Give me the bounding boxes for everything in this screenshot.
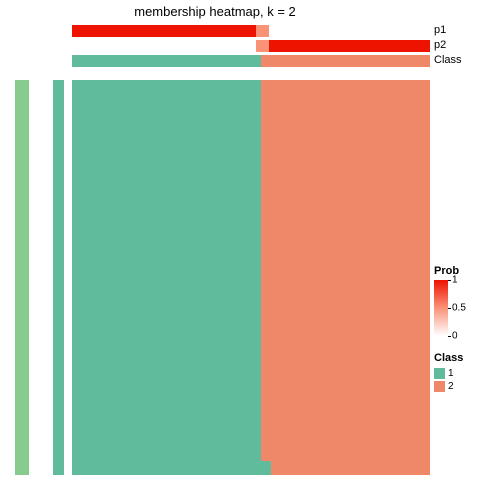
legend-prob: Prob 10.50 (434, 265, 459, 338)
annotation-segment (269, 40, 430, 52)
annotation-label-p2: p2 (434, 39, 446, 51)
legend-class-title: Class (434, 352, 463, 364)
annotation-segment (72, 25, 256, 37)
legend-class-items: 12 (434, 367, 463, 393)
annotation-row-p1 (72, 25, 430, 37)
chart-container: membership heatmap, k = 2 50 x 1 random … (0, 0, 504, 504)
heatmap-notch (261, 461, 271, 475)
annotation-row-p2 (72, 40, 430, 52)
legend-prob-tick: 0.5 (452, 303, 466, 314)
annotation-row-class (72, 55, 430, 67)
annotation-segment (72, 40, 256, 52)
legend-swatch (434, 368, 445, 379)
legend-class: Class 12 (434, 352, 463, 393)
heatmap-region-class1 (72, 80, 261, 475)
legend-class-item: 1 (434, 367, 463, 380)
annotation-label-p1: p1 (434, 24, 446, 36)
annotation-segment (72, 55, 261, 67)
annotation-segment (269, 25, 430, 37)
annotation-segment (261, 40, 269, 52)
annotation-segment (261, 25, 269, 37)
legend-prob-colorbar: 10.50 (434, 280, 448, 336)
annotation-label-class: Class (434, 54, 462, 66)
legend-swatch (434, 381, 445, 392)
legend-item-label: 1 (448, 368, 454, 379)
heatmap-region-class2 (261, 80, 430, 475)
chart-title: membership heatmap, k = 2 (0, 4, 430, 19)
legend-prob-tick: 0 (452, 331, 458, 342)
heatmap-body (72, 80, 430, 475)
legend-item-label: 2 (448, 381, 454, 392)
annotation-segment (261, 55, 430, 67)
legend-prob-tick: 1 (452, 275, 458, 286)
legend-class-item: 2 (434, 380, 463, 393)
